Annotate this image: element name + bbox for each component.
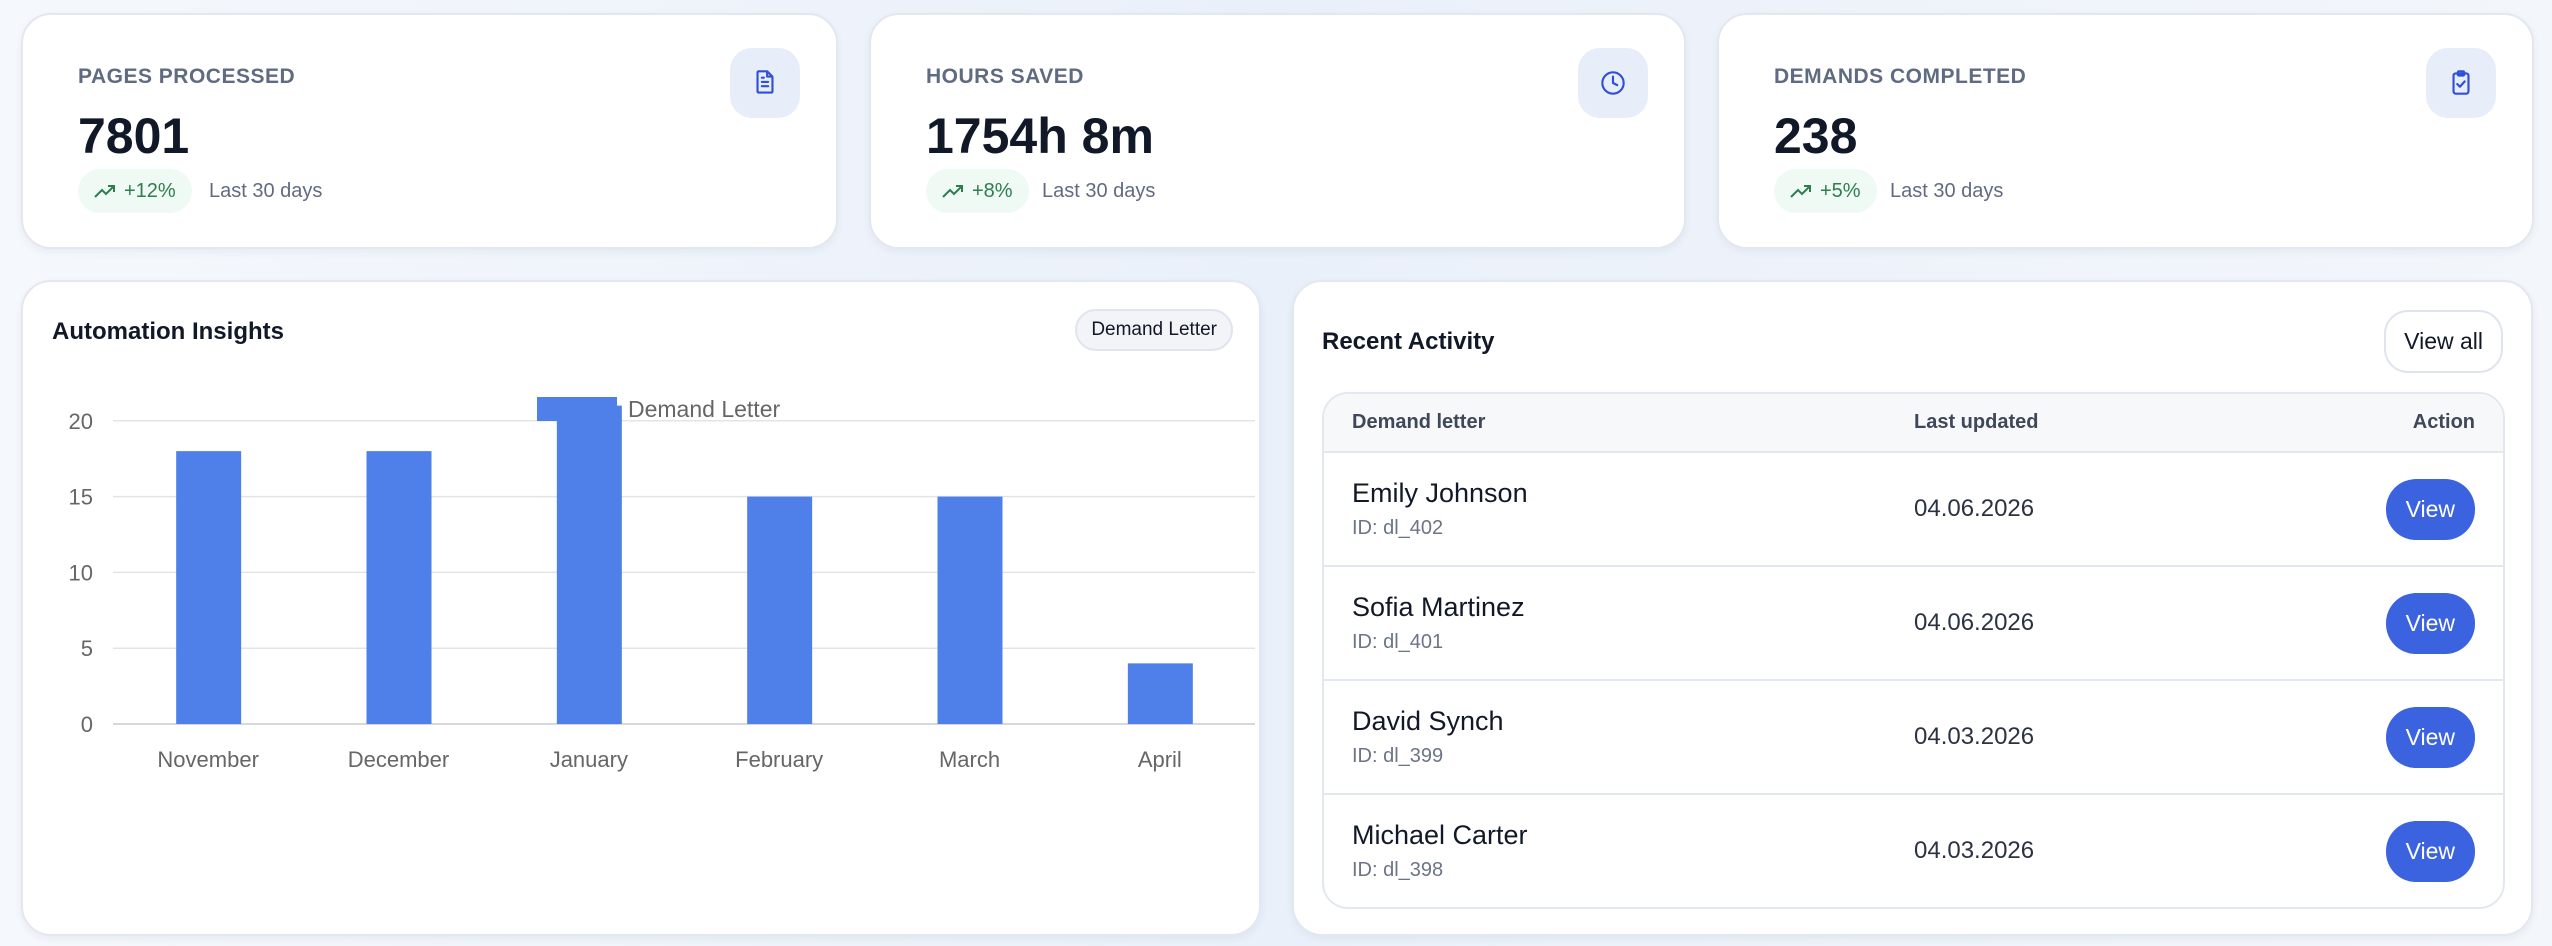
x-tick-label: December <box>348 747 449 772</box>
table-row: Sofia Martinez ID: dl_401 04.06.2026 Vie… <box>1324 565 2503 679</box>
trending-up-icon <box>94 185 115 198</box>
x-tick-label: January <box>550 747 628 772</box>
y-tick-label: 0 <box>81 712 93 737</box>
x-tick-label: March <box>939 747 1000 772</box>
bar <box>366 451 432 724</box>
bar <box>176 451 242 724</box>
stat-value: 7801 <box>78 108 190 164</box>
trend-badge: +5% <box>1774 169 1877 213</box>
x-tick-label: February <box>735 747 823 772</box>
stat-period: Last 30 days <box>209 180 323 202</box>
trend-badge: +12% <box>78 169 192 213</box>
stat-period: Last 30 days <box>1042 180 1156 202</box>
view-button[interactable]: View <box>2385 820 2475 882</box>
column-header: Last updated <box>1914 411 2039 433</box>
trend-badge: +8% <box>926 169 1029 213</box>
automation-insights-panel: Automation Insights Demand Letter 0 5 10 15… <box>21 280 1261 936</box>
stat-card: PAGES PROCESSED 7801 +12% Last 30 days <box>21 13 838 249</box>
last-updated: 04.06.2026 <box>1914 495 2035 522</box>
letter-id: ID: dl_398 <box>1352 859 1444 881</box>
view-button[interactable]: View <box>2385 592 2475 654</box>
y-tick-label: 15 <box>69 485 93 510</box>
x-tick-label: April <box>1138 747 1182 772</box>
column-header: Demand letter <box>1352 411 1486 433</box>
bar <box>556 405 622 724</box>
table-row: Michael Carter ID: dl_398 04.03.2026 Vie… <box>1324 793 2503 907</box>
trend-value: +5% <box>1820 179 1861 202</box>
stat-period: Last 30 days <box>1890 180 2004 202</box>
letter-id: ID: dl_401 <box>1352 631 1444 653</box>
activity-table: Demand letter Last updated Action Emily … <box>1322 392 2505 909</box>
letter-name: Sofia Martinez <box>1352 592 1525 622</box>
last-updated: 04.03.2026 <box>1914 723 2035 750</box>
stat-value: 238 <box>1774 108 1858 164</box>
bar <box>937 496 1003 724</box>
view-button[interactable]: View <box>2385 478 2475 540</box>
bar <box>747 496 813 724</box>
clipboard-check-icon <box>2426 48 2496 118</box>
recent-activity-panel: Recent Activity View all Demand letter L… <box>1292 280 2533 936</box>
table-row: Emily Johnson ID: dl_402 04.06.2026 View <box>1324 451 2503 565</box>
document-icon <box>730 48 800 118</box>
letter-id: ID: dl_402 <box>1352 517 1444 539</box>
letter-name: Michael Carter <box>1352 820 1528 850</box>
view-all-button[interactable]: View all <box>2384 310 2503 373</box>
clock-icon <box>1578 48 1648 118</box>
stat-label: PAGES PROCESSED <box>78 65 296 88</box>
view-button[interactable]: View <box>2385 706 2475 768</box>
stat-card: HOURS SAVED 1754h 8m +8% Last 30 days <box>869 13 1686 249</box>
table-row: David Synch ID: dl_399 04.03.2026 View <box>1324 679 2503 793</box>
stat-label: DEMANDS COMPLETED <box>1774 65 2027 88</box>
last-updated: 04.03.2026 <box>1914 837 2035 864</box>
letter-id: ID: dl_399 <box>1352 745 1444 767</box>
x-tick-label: November <box>157 747 258 772</box>
letter-name: David Synch <box>1352 706 1504 736</box>
y-tick-label: 10 <box>69 560 93 585</box>
trending-up-icon <box>942 185 963 198</box>
trend-value: +12% <box>124 179 176 202</box>
legend-swatch <box>537 397 617 421</box>
letter-name: Emily Johnson <box>1352 478 1528 508</box>
y-tick-label: 20 <box>69 409 93 434</box>
stat-label: HOURS SAVED <box>926 65 1084 88</box>
last-updated: 04.06.2026 <box>1914 609 2035 636</box>
trend-value: +8% <box>972 179 1013 202</box>
stat-card: DEMANDS COMPLETED 238 +5% Last 30 days <box>1717 13 2534 249</box>
trending-up-icon <box>1790 185 1811 198</box>
filter-pill[interactable]: Demand Letter <box>1075 309 1233 351</box>
panel-title: Automation Insights <box>52 318 284 345</box>
bar <box>1127 663 1193 724</box>
y-tick-label: 5 <box>81 636 93 661</box>
bar-chart: 0510152025NovemberDecemberJanuaryFebruar… <box>69 396 1255 772</box>
panel-title: Recent Activity <box>1322 328 1495 355</box>
column-header: Action <box>2412 411 2475 433</box>
stat-value: 1754h 8m <box>926 108 1154 164</box>
legend-label: Demand Letter <box>628 396 780 422</box>
